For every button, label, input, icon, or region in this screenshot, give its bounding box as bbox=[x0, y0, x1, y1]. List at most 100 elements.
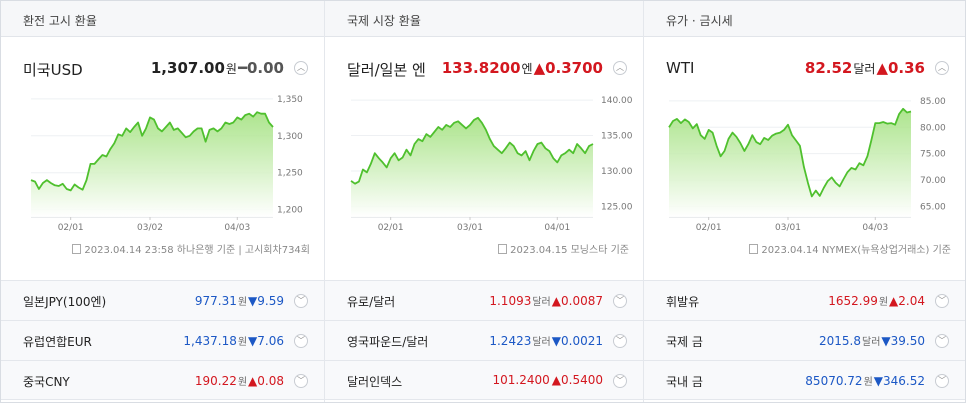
quote-row-value: 101.2400 ▲0.5400 bbox=[493, 373, 604, 387]
quote-row-unit: 달러 bbox=[862, 337, 881, 348]
x-tick-label: 04/01 bbox=[544, 223, 570, 233]
panel-header[interactable]: 환전 고시 환율 bbox=[1, 1, 324, 37]
chevron-down-icon[interactable]: ﹀ bbox=[935, 294, 949, 308]
quote-row-change: 39.50 bbox=[890, 334, 925, 348]
main-value-number: 82.52 bbox=[804, 59, 853, 77]
x-tick-label: 03/01 bbox=[457, 223, 483, 233]
collapse-toggle-icon[interactable]: ︿ bbox=[294, 61, 308, 75]
quote-row-value: 1.1093달러▲0.0087 bbox=[489, 293, 603, 308]
quote-row[interactable]: 유로/달러 1.1093달러▲0.0087 ﹀ bbox=[325, 280, 643, 320]
chevron-down-icon[interactable]: ﹀ bbox=[294, 334, 308, 348]
chevron-down-icon[interactable]: ﹀ bbox=[294, 374, 308, 388]
main-quote-value: 133.8200엔▲0.3700 bbox=[442, 59, 603, 77]
y-tick-label: 70.00 bbox=[920, 176, 946, 186]
quote-row-change: 0.0087 bbox=[561, 294, 603, 308]
usd-krw-chart: 1,200 1,250 1,300 1,350 02/01 03/02 04/03 bbox=[30, 95, 303, 233]
quote-row-value: 977.31원▼9.59 bbox=[195, 293, 284, 308]
document-icon bbox=[498, 244, 508, 254]
down-arrow-icon: ▼ bbox=[248, 294, 258, 308]
main-value-unit: 달러 bbox=[853, 62, 876, 76]
main-change: 0.00 bbox=[246, 59, 284, 77]
document-icon bbox=[749, 244, 759, 254]
panel-header[interactable]: 국제 시장 환율 bbox=[325, 1, 643, 37]
y-tick-label: 1,250 bbox=[277, 169, 303, 179]
quote-row-unit: 원 bbox=[237, 297, 248, 308]
area-fill bbox=[351, 117, 593, 217]
quote-row[interactable]: 국내 금 85070.72원▼346.52 ﹀ bbox=[644, 360, 965, 400]
quote-row[interactable]: 휘발유 1652.99원▲2.04 ﹀ bbox=[644, 280, 965, 320]
panel-oil-gold: 유가 · 금시세 WTI 82.52달러▲0.36 ︿ 65.00 70.00 75… bbox=[644, 1, 965, 402]
chevron-down-icon[interactable]: ﹀ bbox=[613, 334, 627, 348]
chevron-down-icon[interactable]: ﹀ bbox=[935, 374, 949, 388]
quote-row-change: 0.5400 bbox=[561, 373, 603, 387]
main-change: 0.36 bbox=[887, 59, 925, 77]
main-quote[interactable]: 달러/일본 엔 133.8200엔▲0.3700 ︿ bbox=[325, 57, 643, 79]
quote-row-unit: 원 bbox=[237, 377, 248, 388]
quote-row-number: 101.2400 bbox=[492, 373, 550, 387]
quote-row-name: 일본JPY(100엔) bbox=[23, 295, 107, 309]
quote-row-name: 영국파운드/달러 bbox=[347, 335, 429, 349]
main-quote[interactable]: WTI 82.52달러▲0.36 ︿ bbox=[644, 57, 965, 79]
quote-row-value: 1.2423달러▼0.0021 bbox=[489, 333, 603, 348]
quote-row[interactable]: 일본JPY(100엔) 977.31원▼9.59 ﹀ bbox=[1, 280, 324, 320]
quote-row-name: 달러인덱스 bbox=[347, 375, 403, 389]
y-tick-label: 140.00 bbox=[601, 96, 633, 106]
quote-row-number: 1.2423 bbox=[489, 334, 532, 348]
quote-list: 유로/달러 1.1093달러▲0.0087 ﹀ 영국파운드/달러 1.2423달러▼0.… bbox=[325, 280, 643, 400]
up-arrow-icon: ▲ bbox=[551, 294, 561, 308]
quote-row-number: 85070.72 bbox=[805, 374, 863, 388]
quote-row-value: 85070.72원▼346.52 bbox=[805, 373, 925, 388]
y-tick-label: 85.00 bbox=[920, 97, 946, 107]
chevron-down-icon[interactable]: ﹀ bbox=[613, 294, 627, 308]
panel-exchange-notice: 환전 고시 환율 미국USD 1,307.00원━0.00 ︿ 1,200 1,2… bbox=[1, 1, 325, 402]
quote-row[interactable]: 중국CNY 190.22원▲0.08 ﹀ bbox=[1, 360, 324, 400]
source-info: 2023.04.15 모닝스타 기준 bbox=[498, 241, 629, 256]
quote-row-number: 1,437.18 bbox=[183, 334, 237, 348]
chevron-down-icon[interactable]: ﹀ bbox=[935, 334, 949, 348]
down-arrow-icon: ▼ bbox=[881, 334, 891, 348]
main-quote[interactable]: 미국USD 1,307.00원━0.00 ︿ bbox=[1, 57, 324, 79]
y-tick-label: 135.00 bbox=[601, 132, 633, 142]
quote-row-unit: 달러 bbox=[532, 297, 551, 308]
up-arrow-icon: ▲ bbox=[551, 373, 561, 387]
quote-row-name: 중국CNY bbox=[23, 375, 70, 389]
up-arrow-icon: ▲ bbox=[533, 59, 546, 77]
usd-jpy-chart: 125.00 130.00 135.00 140.00 02/01 03/01 04/01 bbox=[350, 96, 633, 233]
x-tick-label: 02/01 bbox=[378, 223, 404, 233]
quote-row-name: 유럽연합EUR bbox=[23, 335, 92, 349]
quote-row[interactable]: 달러인덱스 101.2400 ▲0.5400 ﹀ bbox=[325, 360, 643, 400]
quote-row-name: 국내 금 bbox=[666, 375, 703, 389]
chevron-down-icon[interactable]: ﹀ bbox=[613, 374, 627, 388]
quote-row-unit: 원 bbox=[863, 377, 873, 388]
quote-row-number: 190.22 bbox=[194, 374, 237, 388]
series-line bbox=[350, 116, 594, 185]
quote-row-unit: 원 bbox=[878, 297, 889, 308]
quote-list: 휘발유 1652.99원▲2.04 ﹀ 국제 금 2015.8달러▼39.50 ﹀ 국내 금… bbox=[644, 280, 965, 400]
main-value-number: 133.8200 bbox=[441, 59, 521, 77]
quote-row-name: 휘발유 bbox=[666, 295, 700, 309]
collapse-toggle-icon[interactable]: ︿ bbox=[935, 61, 949, 75]
main-quote-name: WTI bbox=[666, 59, 695, 77]
wti-chart: 65.00 70.00 75.00 80.00 85.00 02/01 03/01 04/03 bbox=[668, 97, 946, 233]
main-quote-name: 달러/일본 엔 bbox=[347, 61, 426, 79]
y-tick-label: 80.00 bbox=[920, 123, 946, 133]
quote-row-number: 1652.99 bbox=[828, 294, 878, 308]
panel-intl-market: 국제 시장 환율 달러/일본 엔 133.8200엔▲0.3700 ︿ 125.… bbox=[325, 1, 644, 402]
x-tick-label: 02/01 bbox=[696, 223, 722, 233]
main-change: 0.3700 bbox=[545, 59, 603, 77]
panel-header[interactable]: 유가 · 금시세 bbox=[644, 1, 965, 37]
y-tick-label: 75.00 bbox=[920, 150, 946, 160]
x-tick-label: 03/01 bbox=[775, 223, 801, 233]
quote-row[interactable]: 영국파운드/달러 1.2423달러▼0.0021 ﹀ bbox=[325, 320, 643, 360]
quote-row[interactable]: 유럽연합EUR 1,437.18원▼7.06 ﹀ bbox=[1, 320, 324, 360]
up-arrow-icon: ▲ bbox=[876, 59, 888, 77]
y-tick-label: 65.00 bbox=[920, 202, 946, 212]
chevron-down-icon[interactable]: ﹀ bbox=[294, 294, 308, 308]
quote-row-change: 9.59 bbox=[257, 294, 284, 308]
quote-row-value: 1,437.18원▼7.06 bbox=[183, 333, 284, 348]
quote-row[interactable]: 국제 금 2015.8달러▼39.50 ﹀ bbox=[644, 320, 965, 360]
y-tick-label: 1,300 bbox=[277, 132, 303, 142]
main-quote-name: 미국USD bbox=[23, 61, 83, 79]
x-tick-label: 03/02 bbox=[137, 223, 163, 233]
collapse-toggle-icon[interactable]: ︿ bbox=[613, 61, 627, 75]
